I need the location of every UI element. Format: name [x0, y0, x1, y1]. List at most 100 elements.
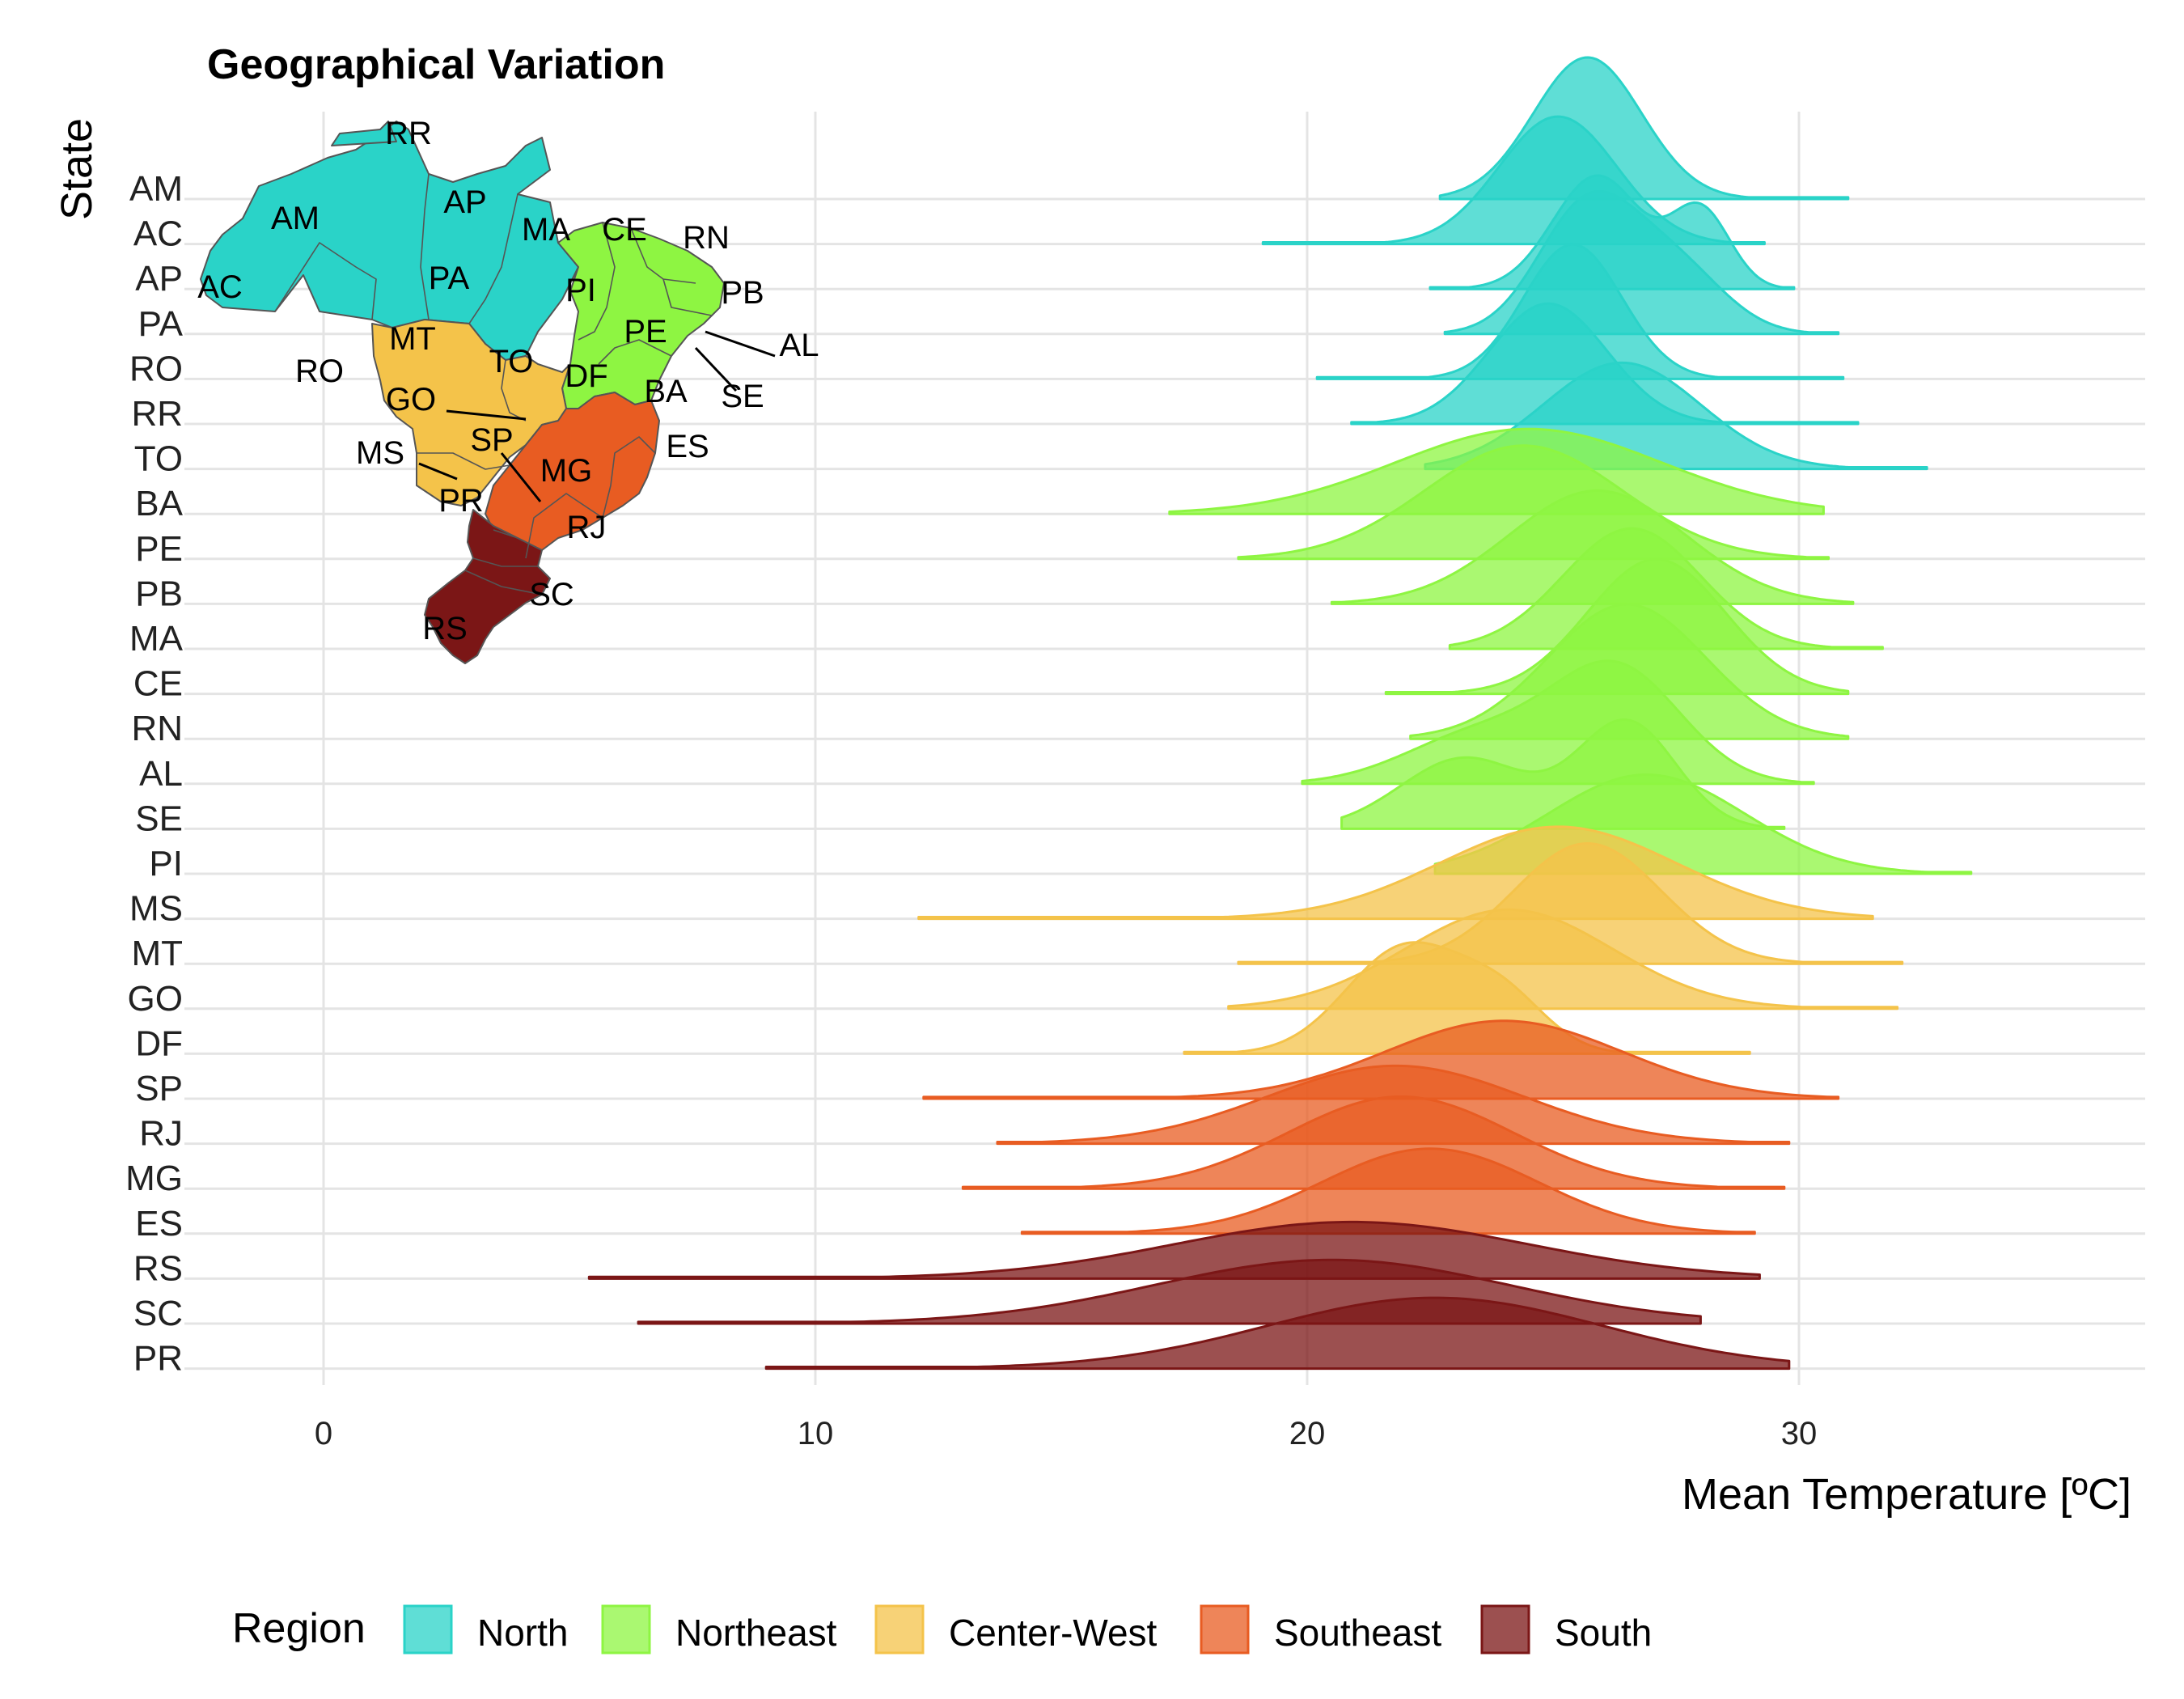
ridge-mt	[1237, 842, 1904, 965]
legend-label: North	[477, 1612, 568, 1654]
y-tick-label-sc: SC	[133, 1294, 183, 1333]
legend-label: South	[1555, 1612, 1652, 1654]
y-tick-label-ac: AC	[133, 214, 183, 254]
map-label-rs: RS	[422, 611, 468, 646]
y-tick-label-pe: PE	[135, 529, 183, 569]
legend-swatch	[1200, 1604, 1250, 1655]
map-label-to: TO	[489, 344, 534, 379]
map-label-es: ES	[666, 429, 709, 464]
legend-item-northeast: Northeast	[601, 1604, 837, 1655]
ridge-df	[1183, 941, 1751, 1055]
legend-item-southeast: Southeast	[1200, 1604, 1441, 1655]
map-label-ce: CE	[602, 212, 647, 248]
y-tick-label-ro: RO	[129, 349, 183, 388]
map-state-borders	[274, 173, 713, 595]
y-tick-label-mg: MG	[125, 1159, 183, 1198]
map-label-mg: MG	[540, 453, 592, 489]
map-label-ma: MA	[522, 212, 570, 248]
x-tick-label: 30	[1781, 1416, 1818, 1451]
ridge-go	[1227, 908, 1899, 1011]
ridge-sp	[922, 1019, 1840, 1100]
ridge-es	[1020, 1147, 1756, 1235]
legend-swatch	[1480, 1604, 1530, 1655]
legend-label: Northeast	[675, 1612, 837, 1654]
y-tick-label-rs: RS	[133, 1248, 183, 1288]
y-tick-label-ap: AP	[135, 259, 183, 299]
y-tick-label-rn: RN	[131, 709, 183, 748]
legend-label: Center-West	[949, 1612, 1158, 1654]
x-tick-label: 0	[315, 1416, 332, 1451]
map-label-sc: SC	[529, 577, 574, 612]
map-label-al: AL	[780, 328, 819, 363]
ridge-layer	[587, 56, 1973, 1371]
y-tick-label-sp: SP	[135, 1069, 183, 1108]
y-axis-title: State	[53, 118, 101, 220]
legend: Region North Northeast Center-West Southeas…	[232, 1604, 1652, 1655]
map-label-pa: PA	[429, 261, 470, 296]
map-label-rr: RR	[385, 116, 432, 151]
map-label-am: AM	[271, 201, 320, 236]
legend-swatch	[601, 1604, 651, 1655]
y-tick-label-pi: PI	[149, 844, 183, 883]
x-axis-title: Mean Temperature [ºC]	[1682, 1470, 2131, 1519]
ridge-ro	[1315, 243, 1845, 380]
y-tick-label-se: SE	[135, 799, 183, 838]
y-tick-label-go: GO	[128, 979, 183, 1019]
map-label-sp: SP	[470, 422, 513, 458]
legend-label: Southeast	[1274, 1612, 1441, 1654]
y-tick-label-rr: RR	[131, 394, 183, 434]
ridge-rs	[587, 1220, 1761, 1280]
y-tick-label-ba: BA	[135, 484, 183, 523]
legend-item-north: North	[403, 1604, 568, 1655]
map-label-pb: PB	[721, 275, 764, 311]
map-label-ro: RO	[295, 354, 344, 389]
x-tick-label: 20	[1289, 1416, 1326, 1451]
map-label-mt: MT	[389, 321, 436, 357]
y-tick-labels: AM AC AP PA RO RR TO BA PE PB MA CE RN AL SE PI MS MT GODF…	[125, 169, 184, 1379]
legend-swatch	[874, 1604, 925, 1655]
y-tick-label-pb: PB	[135, 574, 183, 613]
map-label-se: SE	[721, 379, 764, 414]
y-tick-label-pr: PR	[133, 1339, 183, 1379]
y-tick-label-ce: CE	[133, 664, 183, 704]
y-tick-label-ms: MS	[129, 889, 183, 929]
map-region-northeast	[557, 222, 725, 409]
map-label-ba: BA	[644, 374, 688, 409]
map-label-go: GO	[386, 382, 436, 417]
y-tick-label-al: AL	[139, 754, 183, 794]
ridge-pr	[764, 1296, 1791, 1371]
map-label-ac: AC	[197, 269, 243, 305]
map-region-south	[424, 509, 551, 664]
x-tick-label: 10	[798, 1416, 834, 1451]
chart-title: Geographical Variation	[207, 41, 665, 88]
map-label-rn: RN	[683, 220, 730, 256]
map-labels: RR AM AP MA CE RN PB AC PA PI PE AL SE MT TO RO DF BA GO SP…	[197, 116, 819, 646]
map-label-pi: PI	[565, 273, 596, 308]
map-label-pr: PR	[438, 483, 484, 519]
map-leader-lines	[418, 330, 776, 502]
map-label-ms: MS	[356, 435, 404, 471]
y-tick-label-rj: RJ	[139, 1114, 183, 1154]
y-tick-label-mt: MT	[131, 934, 183, 973]
legend-items: North Northeast Center-West Southeast South	[403, 1604, 1652, 1655]
map-region-north-cap	[331, 121, 397, 146]
ridge-mg	[961, 1095, 1786, 1190]
legend-item-center-west: Center-West	[874, 1604, 1158, 1655]
y-tick-label-pa: PA	[138, 304, 184, 344]
ridge-al	[1301, 659, 1815, 786]
map-label-pe: PE	[624, 314, 667, 350]
y-tick-label-es: ES	[135, 1204, 183, 1244]
map-label-df: DF	[565, 358, 607, 394]
x-tick-labels: 0 10 20 30	[315, 1416, 1817, 1451]
y-tick-label-to: TO	[134, 439, 183, 479]
legend-title: Region	[232, 1605, 366, 1652]
y-tick-label-ma: MA	[129, 619, 184, 659]
legend-swatch	[403, 1604, 453, 1655]
y-tick-label-am: AM	[129, 169, 183, 209]
ridge-rr	[1350, 302, 1860, 426]
map-label-rj: RJ	[567, 510, 607, 545]
legend-item-south: South	[1480, 1604, 1652, 1655]
map-label-ap: AP	[443, 184, 486, 220]
y-tick-label-df: DF	[135, 1023, 183, 1063]
